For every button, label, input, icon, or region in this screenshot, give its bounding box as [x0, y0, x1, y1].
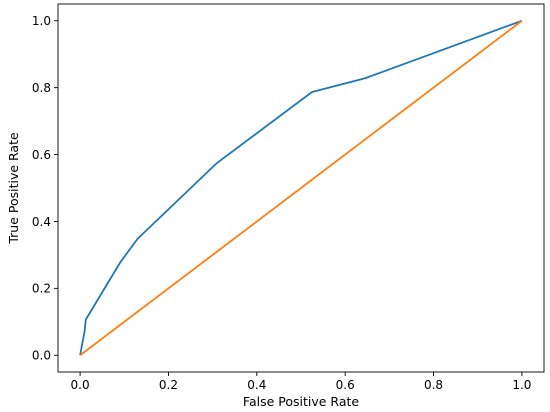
- series-line-1: [79, 19, 523, 356]
- y-tick-label: 0.8: [32, 81, 51, 95]
- series-line-2: [79, 20, 523, 356]
- y-tick-label: 0.4: [32, 215, 51, 229]
- y-axis-label: True Positive Rate: [6, 132, 21, 245]
- x-tick-label: 1.0: [512, 378, 531, 392]
- x-tick-label: 0.6: [336, 378, 355, 392]
- y-tick-label: 0.6: [32, 148, 51, 162]
- plot-frame: [57, 3, 545, 373]
- plot-area: [57, 3, 545, 373]
- x-tick-label: 0.8: [424, 378, 443, 392]
- y-axis-ticks: 0.0 0.2 0.4 0.6 0.8 1.0: [32, 14, 58, 363]
- x-axis-label: False Positive Rate: [243, 394, 359, 409]
- x-tick-label: 0.2: [159, 378, 178, 392]
- x-tick-label: 0.0: [71, 378, 90, 392]
- x-tick-label: 0.4: [247, 378, 266, 392]
- y-tick-label: 0.2: [32, 282, 51, 296]
- x-axis-ticks: 0.0 0.2 0.4 0.6 0.8 1.0: [71, 372, 531, 392]
- y-tick-label: 1.0: [32, 14, 51, 28]
- y-tick-label: 0.0: [32, 349, 51, 363]
